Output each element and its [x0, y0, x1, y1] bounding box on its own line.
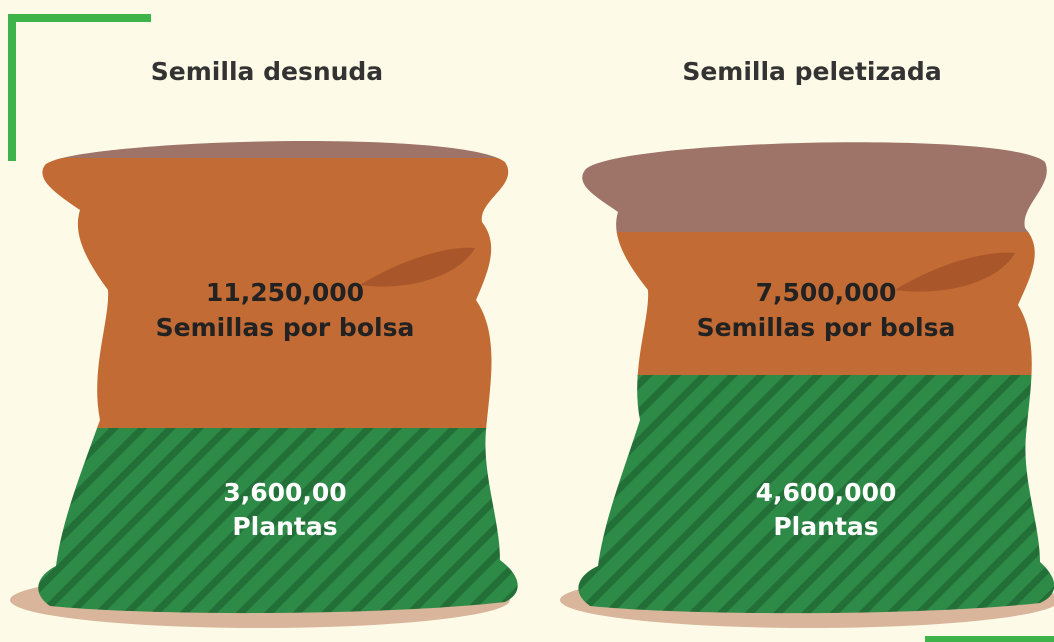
seed-label: Semillas por bolsa [697, 313, 956, 342]
seed-label: Semillas por bolsa [156, 313, 415, 342]
infographic: Semilla desnuda 11,250,000 Semillas por … [0, 0, 1054, 642]
plant-label: Plantas [232, 512, 337, 541]
plant-label: Plantas [773, 512, 878, 541]
corner-bar [8, 14, 16, 161]
corner-bar [8, 14, 151, 22]
bag-title: Semilla peletizada [682, 57, 941, 86]
plant-count: 4,600,000 [756, 478, 897, 507]
bag-title: Semilla desnuda [151, 57, 383, 86]
corner-bar [925, 636, 1054, 642]
seed-count: 7,500,000 [756, 278, 897, 307]
seed-count: 11,250,000 [206, 278, 364, 307]
plant-count: 3,600,00 [223, 478, 346, 507]
